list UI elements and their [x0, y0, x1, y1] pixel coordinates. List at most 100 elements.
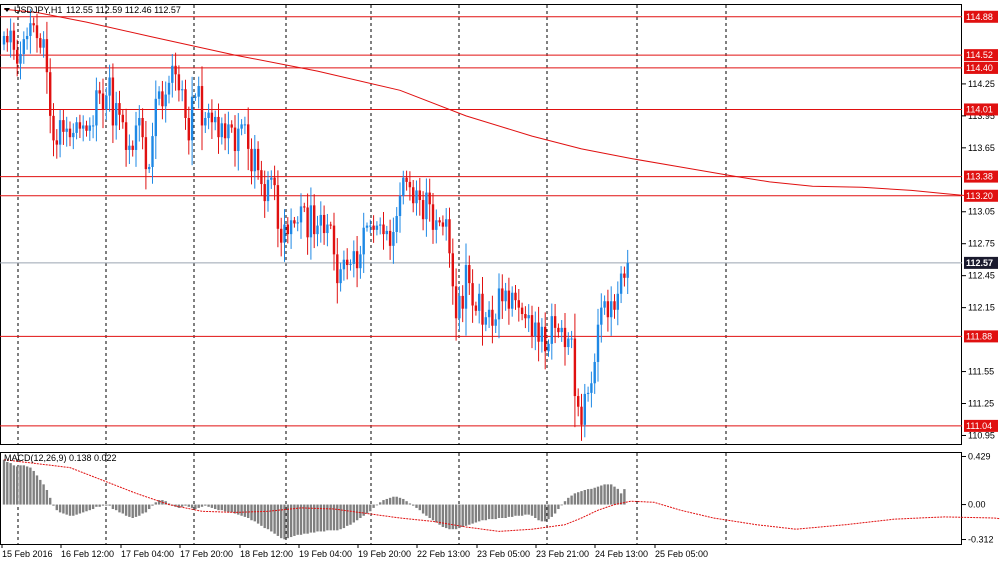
candle-bull[interactable] — [309, 205, 313, 238]
candle-bull[interactable] — [88, 125, 91, 131]
candle-bear[interactable] — [118, 103, 121, 115]
candle-bull[interactable] — [220, 123, 223, 138]
candle-bear[interactable] — [580, 406, 583, 425]
candle-bear[interactable] — [557, 327, 560, 333]
candle-bear[interactable] — [606, 301, 610, 318]
menu-triangle-icon[interactable] — [4, 8, 10, 12]
candle-bear[interactable] — [355, 251, 359, 269]
candle-bear[interactable] — [286, 224, 289, 235]
candle-bull[interactable] — [138, 117, 141, 126]
candle-bear[interactable] — [471, 283, 474, 306]
candle-bear[interactable] — [39, 38, 42, 48]
candle-bull[interactable] — [534, 322, 537, 337]
candle-bear[interactable] — [161, 91, 164, 107]
candle-bear[interactable] — [573, 338, 577, 397]
candle-bear[interactable] — [524, 314, 527, 319]
candle-bull[interactable] — [616, 293, 619, 310]
candle-bull[interactable] — [253, 148, 256, 172]
candle-bull[interactable] — [197, 86, 200, 97]
candle-bull[interactable] — [29, 23, 32, 36]
candle-bear[interactable] — [276, 185, 280, 229]
candle-bear[interactable] — [223, 123, 227, 139]
candle-bull[interactable] — [362, 227, 365, 255]
candle-bear[interactable] — [32, 23, 35, 26]
candle-bear[interactable] — [507, 290, 511, 309]
candle-bear[interactable] — [260, 170, 263, 185]
candle-bear[interactable] — [372, 225, 375, 230]
candle-bear[interactable] — [68, 128, 72, 138]
candle-bear[interactable] — [62, 120, 65, 132]
candle-bear[interactable] — [250, 148, 253, 172]
candle-bear[interactable] — [12, 30, 16, 50]
candle-bear[interactable] — [124, 122, 128, 150]
candle-bear[interactable] — [233, 127, 237, 152]
candle-bear[interactable] — [247, 124, 250, 149]
candle-bull[interactable] — [365, 225, 369, 228]
candle-bear[interactable] — [177, 74, 181, 91]
candle-bear[interactable] — [200, 86, 204, 126]
candle-bull[interactable] — [91, 125, 95, 127]
candle-bull[interactable] — [392, 231, 395, 246]
candle-bear[interactable] — [85, 125, 88, 131]
candle-bull[interactable] — [227, 124, 230, 139]
candle-bear[interactable] — [6, 35, 9, 43]
candle-bear[interactable] — [346, 259, 349, 266]
candle-bull[interactable] — [214, 116, 217, 123]
candle-bull[interactable] — [610, 301, 613, 318]
candle-bull[interactable] — [626, 262, 629, 278]
candle-bull[interactable] — [385, 230, 388, 235]
candle-bull[interactable] — [567, 338, 570, 348]
candle-bear[interactable] — [141, 117, 144, 138]
candle-bull[interactable] — [82, 125, 85, 129]
candle-bear[interactable] — [405, 177, 408, 182]
candle-bull[interactable] — [402, 177, 405, 196]
candle-bull[interactable] — [128, 145, 131, 150]
candle-bear[interactable] — [623, 273, 626, 278]
candle-bull[interactable] — [583, 393, 586, 425]
candle-bull[interactable] — [603, 301, 606, 308]
candle-bear[interactable] — [563, 327, 567, 348]
candle-bear[interactable] — [537, 322, 540, 342]
candle-bull[interactable] — [270, 177, 273, 180]
candle-bull[interactable] — [415, 190, 418, 204]
candle-bull[interactable] — [204, 117, 207, 126]
candle-bear[interactable] — [174, 65, 177, 75]
candle-bull[interactable] — [148, 167, 151, 170]
candle-bear[interactable] — [16, 49, 19, 64]
candle-bull[interactable] — [240, 124, 243, 129]
candle-bull[interactable] — [108, 77, 111, 96]
candle-bull[interactable] — [527, 315, 530, 319]
candle-bear[interactable] — [336, 254, 339, 284]
candle-bull[interactable] — [289, 220, 293, 235]
candle-bull[interactable] — [134, 125, 138, 150]
candle-bull[interactable] — [151, 136, 154, 168]
candle-bear[interactable] — [468, 265, 471, 284]
candle-bull[interactable] — [540, 326, 544, 342]
candle-bull[interactable] — [504, 290, 507, 302]
candle-bear[interactable] — [517, 300, 520, 308]
candle-bull[interactable] — [207, 112, 210, 118]
candle-bear[interactable] — [491, 309, 494, 326]
candle-bear[interactable] — [144, 137, 148, 170]
candle-bull[interactable] — [19, 54, 22, 64]
candle-bull[interactable] — [349, 263, 352, 266]
candle-bull[interactable] — [194, 96, 197, 98]
candle-bear[interactable] — [481, 293, 484, 325]
candle-bull[interactable] — [266, 179, 270, 202]
candle-bear[interactable] — [230, 124, 233, 128]
candle-bear[interactable] — [45, 39, 49, 73]
candle-bear[interactable] — [322, 214, 326, 234]
candle-bear[interactable] — [52, 115, 55, 141]
candle-bull[interactable] — [478, 293, 481, 311]
candle-bull[interactable] — [359, 254, 362, 269]
candle-bull[interactable] — [65, 128, 68, 132]
candle-bull[interactable] — [9, 30, 12, 43]
candle-bear[interactable] — [421, 200, 425, 220]
candle-bull[interactable] — [484, 317, 487, 325]
candle-bull[interactable] — [560, 327, 563, 333]
candle-bear[interactable] — [501, 288, 504, 302]
candle-bear[interactable] — [332, 225, 336, 255]
candle-bull[interactable] — [326, 224, 329, 234]
candle-bear[interactable] — [98, 90, 101, 94]
